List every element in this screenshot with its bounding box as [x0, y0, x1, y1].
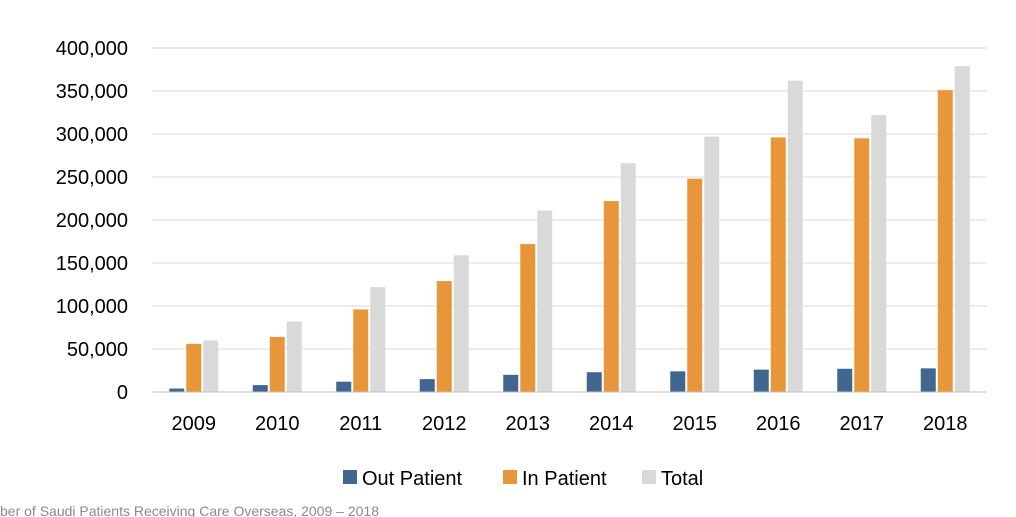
bar-total-2009	[203, 340, 219, 392]
bar-out-patient-2013	[503, 374, 519, 392]
x-tick-label: 2013	[506, 413, 551, 435]
bar-in-patient-2015	[687, 178, 703, 392]
bar-out-patient-2009	[169, 388, 185, 392]
bar-out-patient-2014	[586, 372, 602, 392]
y-tick-label: 0	[117, 382, 128, 404]
bar-in-patient-2012	[436, 281, 452, 392]
legend: Out Patient In Patient Total	[343, 468, 703, 490]
bar-total-2018	[954, 66, 970, 392]
bar-total-2013	[537, 210, 553, 392]
bar-out-patient-2018	[920, 368, 936, 392]
x-tick-label: 2014	[589, 413, 634, 435]
legend-label: Out Patient	[362, 468, 463, 490]
bar-out-patient-2012	[419, 379, 435, 392]
bar-total-2014	[620, 163, 636, 392]
bar-in-patient-2016	[770, 137, 786, 392]
bar-out-patient-2016	[753, 369, 769, 392]
bar-in-patient-2010	[269, 336, 285, 392]
bar-out-patient-2017	[837, 368, 853, 392]
gridlines	[152, 47, 987, 350]
y-tick-label: 350,000	[56, 81, 128, 103]
bar-total-2012	[453, 255, 469, 392]
y-tick-label: 300,000	[56, 124, 128, 146]
bar-total-2016	[787, 80, 803, 393]
legend-swatch	[343, 470, 357, 484]
y-tick-label: 100,000	[56, 296, 128, 318]
legend-label: Total	[661, 468, 703, 490]
bar-out-patient-2011	[336, 381, 352, 392]
figure-caption: ber of Saudi Patients Receiving Care Ove…	[0, 504, 380, 517]
x-tick-label: 2009	[172, 413, 217, 435]
bar-in-patient-2014	[603, 201, 619, 392]
legend-label: In Patient	[522, 468, 607, 490]
x-tick-label: 2018	[923, 413, 968, 435]
bar-in-patient-2013	[520, 244, 536, 392]
legend-item-total: Total	[642, 468, 703, 490]
legend-item-in-patient: In Patient	[503, 468, 607, 490]
x-tick-label: 2015	[673, 413, 718, 435]
x-axis-tick-labels: 2009 2010 2011 2012 2013 2014 2015 2016 2017 2018	[172, 413, 968, 435]
x-tick-label: 2017	[840, 413, 885, 435]
bar-out-patient-2010	[252, 385, 268, 392]
y-tick-label: 50,000	[67, 339, 128, 361]
bar-total-2017	[871, 115, 887, 392]
y-tick-label: 200,000	[56, 210, 128, 232]
x-tick-label: 2012	[422, 413, 467, 435]
y-tick-label: 400,000	[56, 38, 128, 60]
legend-swatch	[503, 470, 517, 484]
bar-total-2015	[704, 136, 720, 392]
x-tick-label: 2011	[339, 413, 382, 435]
bar-in-patient-2018	[937, 90, 953, 392]
bar-out-patient-2015	[670, 371, 686, 392]
legend-item-out-patient: Out Patient	[343, 468, 463, 490]
bar-in-patient-2017	[854, 138, 870, 392]
bar-in-patient-2009	[186, 343, 202, 392]
y-tick-label: 150,000	[56, 253, 128, 275]
bar-in-patient-2011	[353, 309, 369, 392]
y-tick-label: 250,000	[56, 167, 128, 189]
bar-total-2011	[370, 287, 386, 392]
x-tick-label: 2016	[756, 413, 801, 435]
legend-swatch	[642, 470, 656, 484]
bar-total-2010	[286, 321, 302, 392]
y-axis-tick-labels: 0 50,000 100,000 150,000 200,000 250,000 300,0…	[56, 38, 128, 404]
bars	[169, 66, 970, 393]
x-tick-label: 2010	[255, 413, 300, 435]
